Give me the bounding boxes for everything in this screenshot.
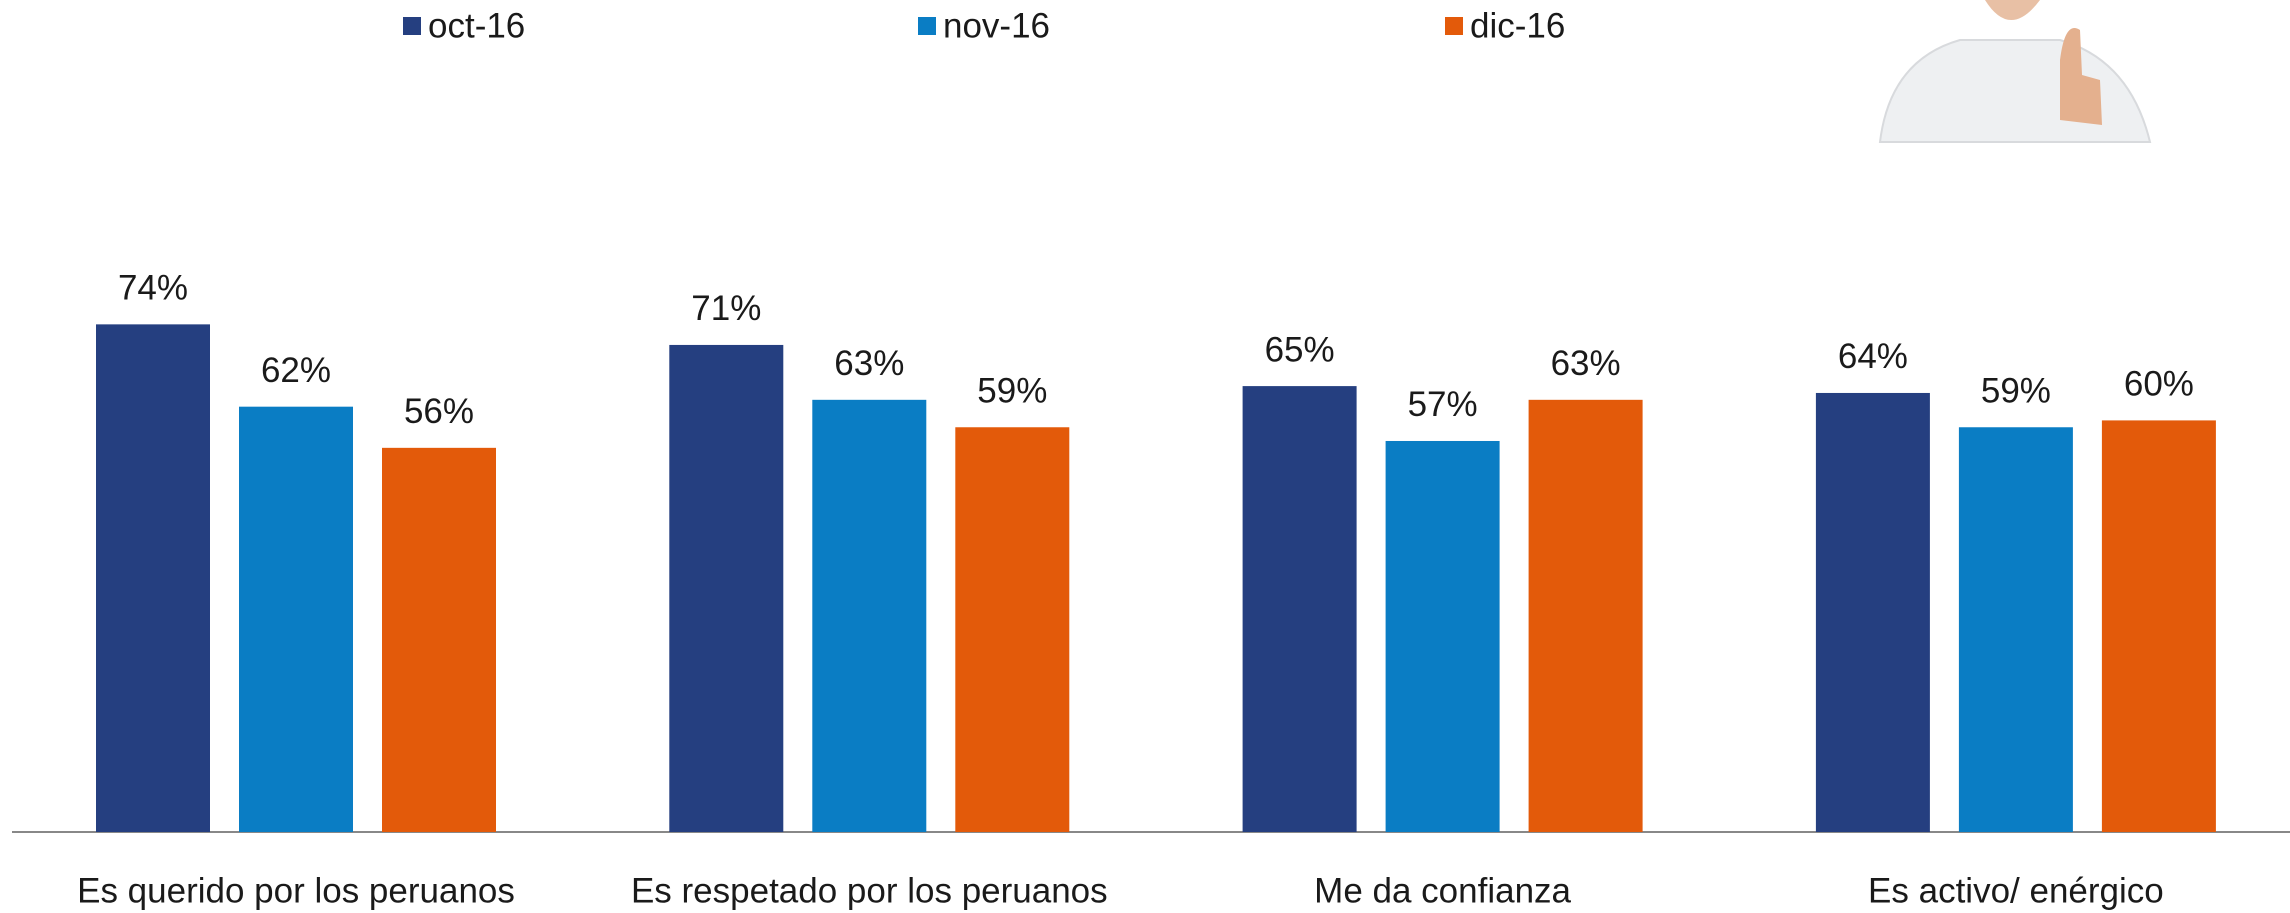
bar (812, 400, 926, 832)
x-tick-label: Es respetado por los peruanos (631, 871, 1108, 910)
legend-label: nov-16 (943, 6, 1050, 45)
bar (2102, 420, 2216, 832)
value-label: 56% (404, 392, 474, 431)
value-label: 63% (1551, 344, 1621, 383)
bar (669, 345, 783, 832)
bar (239, 407, 353, 832)
legend-swatch (1445, 17, 1463, 35)
value-label: 62% (261, 351, 331, 390)
value-label: 71% (691, 289, 761, 328)
bar (382, 448, 496, 832)
x-tick-label: Es querido por los peruanos (77, 871, 515, 910)
value-label: 57% (1408, 385, 1478, 424)
value-label: 74% (118, 269, 188, 308)
legend-label: dic-16 (1470, 6, 1565, 45)
bar (1529, 400, 1643, 832)
x-tick-label: Es activo/ enérgico (1868, 871, 2164, 910)
page: {"chart_data": {"type": "bar", "categori… (0, 0, 2290, 913)
value-label: 63% (834, 344, 904, 383)
photo (1870, 0, 2154, 142)
chart: oct-16 nov-16 dic-16 Es querido por los per… (0, 0, 2290, 913)
value-label: 60% (2124, 365, 2194, 404)
value-label: 65% (1265, 330, 1335, 369)
x-tick-label: Me da confianza (1314, 871, 1571, 910)
bar (955, 427, 1069, 832)
bar (1243, 386, 1357, 832)
legend-label: oct-16 (428, 6, 525, 45)
value-label: 64% (1838, 337, 1908, 376)
bar (1959, 427, 2073, 832)
bar (1386, 441, 1500, 832)
value-label: 59% (977, 372, 1047, 411)
legend-swatch (403, 17, 421, 35)
value-label: 59% (1981, 372, 2051, 411)
bar (1816, 393, 1930, 832)
bar (96, 324, 210, 832)
legend-swatch (918, 17, 936, 35)
